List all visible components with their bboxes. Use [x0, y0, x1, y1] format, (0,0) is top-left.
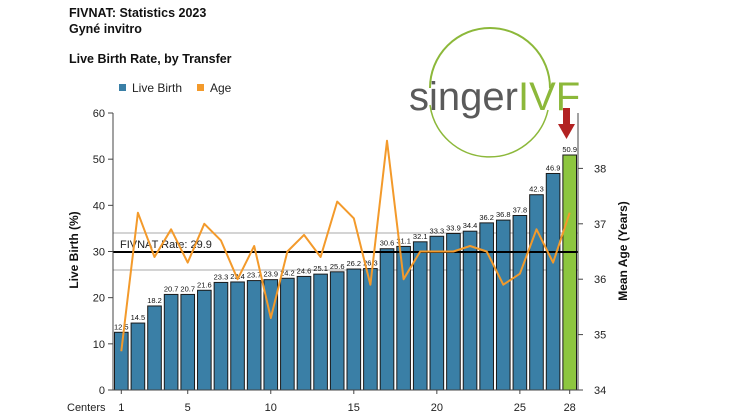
arrow-shaft: [563, 108, 570, 126]
bar-center-4: [163, 293, 179, 391]
y-tick-label-10: 10: [93, 339, 105, 351]
y2-tick-label-37: 37: [594, 219, 606, 231]
bar-center-16: [363, 268, 378, 391]
bar-center-25: [512, 214, 528, 391]
bar-center-12: [296, 275, 312, 391]
x-tick-label-15: 15: [348, 402, 360, 414]
data-label-25: 37.8: [513, 205, 528, 214]
bar-center-20: [429, 235, 445, 391]
x-tick-label-5: 5: [185, 402, 191, 414]
legend-label-age: Age: [210, 81, 232, 95]
data-label-8: 23.4: [230, 272, 245, 281]
data-label-22: 34.4: [463, 221, 478, 230]
bar-center-8: [230, 281, 245, 391]
clinic-name: Gyné invitro: [69, 22, 142, 36]
data-label-27: 46.9: [546, 163, 561, 172]
data-label-19: 32.1: [413, 232, 428, 241]
data-label-26: 42.3: [529, 185, 544, 194]
y-tick-label-50: 50: [93, 154, 105, 166]
bar-center-22: [462, 230, 478, 391]
legend-swatch-live-birth: [119, 84, 126, 91]
singer-ivf-logo: singerIVF: [409, 27, 580, 158]
x-axis-title: Centers: [67, 402, 106, 414]
bar-center-3: [147, 305, 162, 391]
bar-center-18: [396, 245, 411, 391]
x-tick-label-10: 10: [265, 402, 277, 414]
report-title: FIVNAT: Statistics 2023: [69, 6, 206, 20]
y2-tick-label-38: 38: [594, 163, 606, 175]
bar-center-7: [213, 281, 229, 391]
y-tick-label-60: 60: [93, 108, 105, 120]
bar-center-28: [562, 154, 578, 391]
data-label-17: 30.6: [380, 239, 395, 248]
legend-swatch-age: [197, 84, 204, 91]
bar-center-5: [180, 293, 196, 391]
data-label-4: 20.7: [164, 284, 179, 293]
logo-text-singer: singer: [409, 75, 518, 119]
bar-center-19: [412, 241, 428, 391]
y-tick-label-0: 0: [99, 385, 105, 397]
bar-center-11: [280, 277, 295, 391]
y2-tick-label-34: 34: [594, 385, 606, 397]
data-label-18: 31.1: [396, 236, 411, 245]
data-label-11: 24.2: [280, 268, 295, 277]
data-label-10: 23.9: [263, 270, 278, 279]
bar-center-23: [479, 222, 494, 391]
arrow-down-icon: [558, 124, 575, 139]
y2-tick-label-35: 35: [594, 330, 606, 342]
bar-center-14: [329, 271, 345, 391]
data-label-14: 25.6: [330, 262, 345, 271]
plot-area: FIVNAT Rate: 29.912.514.518.220.7 20.7 21.…: [93, 108, 607, 414]
x-tick-label-28: 28: [564, 402, 576, 414]
x-tick-label-1: 1: [118, 402, 124, 414]
data-label-9: 23.7: [247, 271, 262, 280]
x-tick-label-20: 20: [431, 402, 443, 414]
data-label-20: 33.3: [430, 226, 445, 235]
bar-center-6: [197, 289, 212, 391]
reference-line-label: FIVNAT Rate: 29.9: [120, 239, 212, 251]
data-label-23: 36.2: [479, 213, 494, 222]
bar-center-24: [495, 219, 511, 391]
y2-tick-label-36: 36: [594, 274, 606, 286]
data-label-28: 50.9: [562, 145, 577, 154]
data-label-1: 12.5: [114, 322, 129, 331]
logo-text: singerIVF: [409, 75, 580, 119]
bar-center-21: [446, 232, 461, 391]
age-series-line: [120, 139, 571, 352]
data-label-13: 25.1: [313, 264, 328, 273]
bar-center-9: [246, 280, 262, 391]
data-label-6: 21.6: [197, 280, 212, 289]
bar-center-27: [545, 172, 561, 391]
logo-text-ivf: IVF: [518, 75, 580, 119]
x-tick-label-25: 25: [514, 402, 526, 414]
arrow-indicator: [558, 108, 575, 139]
y-tick-label-30: 30: [93, 247, 105, 259]
data-label-15: 26.2: [346, 259, 361, 268]
chart-title: Live Birth Rate, by Transfer: [69, 52, 232, 66]
y-tick-label-20: 20: [93, 293, 105, 305]
data-label-21: 33.9: [446, 223, 461, 232]
data-label-3: 18.2: [147, 296, 162, 305]
data-label-7: 23.3: [214, 272, 229, 281]
legend: Live Birth Age: [119, 81, 232, 95]
y-axis-title-mean-age: Mean Age (Years): [616, 201, 630, 301]
bar-center-13: [313, 273, 328, 391]
data-label-12: 24.6: [297, 266, 312, 275]
bar-center-17: [379, 248, 395, 391]
data-label-5: 20.7: [180, 284, 195, 293]
bar-center-15: [346, 268, 362, 391]
legend-label-live-birth: Live Birth: [132, 81, 182, 95]
data-label-2: 14.5: [131, 313, 146, 322]
y-tick-label-40: 40: [93, 200, 105, 212]
data-label-24: 36.8: [496, 210, 511, 219]
logo-arc-lower: [429, 104, 549, 158]
y-axis-title-live-birth: Live Birth (%): [67, 211, 81, 288]
logo-arc: [429, 27, 551, 89]
bar-center-1: [113, 331, 129, 391]
data-label-16: 26.3: [363, 259, 378, 268]
bar-center-26: [529, 194, 544, 391]
bar-center-2: [130, 322, 146, 391]
